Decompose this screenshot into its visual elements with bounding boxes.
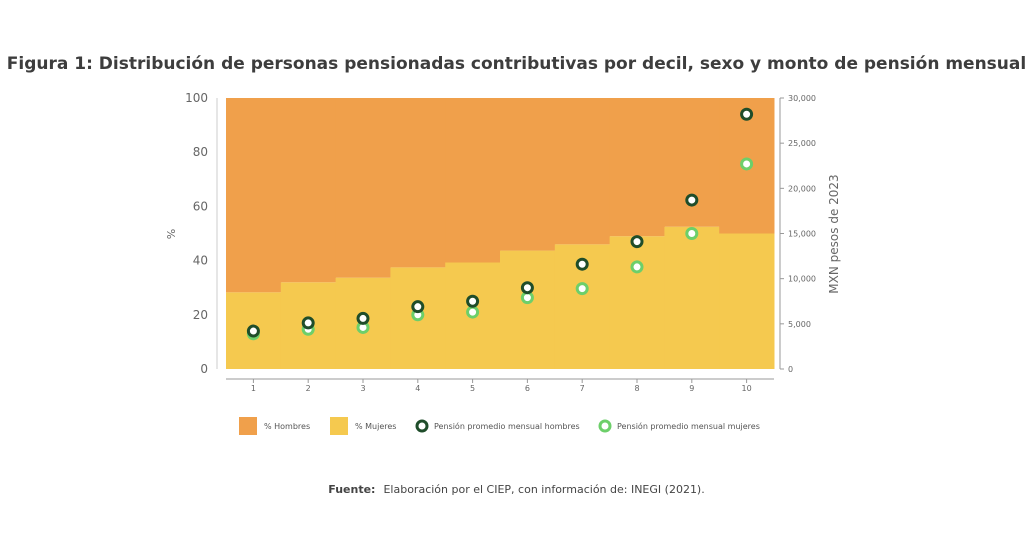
bar-hombres-4 — [390, 98, 446, 268]
bar-hombres-9 — [664, 98, 720, 227]
x-tick-label: 6 — [525, 384, 530, 393]
y2-tick-label: 25,000 — [788, 139, 816, 148]
point-pension-hombres-10 — [740, 107, 754, 121]
y-tick-label: 100 — [185, 91, 208, 105]
x-tick-label: 3 — [360, 384, 365, 393]
x-tick-label: 9 — [689, 384, 694, 393]
point-pension-mujeres-9 — [685, 227, 699, 240]
bar-mujeres-10 — [719, 233, 775, 369]
point-pension-hombres-2 — [301, 316, 315, 330]
point-pension-mujeres-5 — [466, 305, 480, 319]
legend-swatch-hombres — [239, 417, 257, 435]
bar-hombres-8 — [609, 98, 665, 237]
point-pension-hombres-8 — [630, 235, 644, 249]
point-pension-mujeres-10 — [740, 157, 754, 171]
legend-label-pension-mujeres: Pensión promedio mensual mujeres — [617, 421, 760, 431]
source-text: Elaboración por el CIEP, con información… — [383, 483, 705, 496]
bar-hombres-1 — [226, 98, 282, 293]
y-tick-label: 0 — [200, 362, 208, 376]
y2-tick-label: 5,000 — [788, 320, 811, 329]
bar-hombres-7 — [554, 98, 611, 245]
y-tick-label: 80 — [193, 145, 208, 159]
y-axis-title: % — [165, 229, 178, 239]
x-tick-label: 10 — [742, 384, 752, 393]
source-label: Fuente: — [328, 483, 376, 496]
point-pension-mujeres-8 — [630, 260, 644, 274]
point-pension-hombres-9 — [685, 193, 699, 207]
y2-tick-label: 20,000 — [788, 184, 816, 193]
figure-title: Figura 1: Distribución de personas pensi… — [6, 54, 1027, 74]
y2-axis-title: MXN pesos de 2023 — [827, 174, 841, 293]
y2-tick-label: 15,000 — [788, 230, 816, 239]
x-tick-label: 8 — [634, 384, 639, 393]
point-pension-hombres-4 — [411, 300, 425, 314]
bar-mujeres-6 — [500, 250, 556, 369]
bar-mujeres-8 — [609, 236, 665, 369]
y-tick-label: 20 — [193, 308, 208, 322]
y2-tick-label: 10,000 — [788, 275, 816, 284]
point-pension-hombres-7 — [575, 257, 589, 271]
point-pension-hombres-1 — [246, 324, 260, 338]
point-pension-hombres-6 — [520, 281, 534, 295]
x-tick-label: 7 — [580, 384, 585, 393]
point-pension-hombres-3 — [356, 311, 370, 325]
legend-swatch-mujeres — [330, 417, 348, 435]
legend-label-pension-hombres: Pensión promedio mensual hombres — [434, 421, 580, 431]
bar-mujeres-9 — [664, 226, 720, 369]
legend-marker-pension-hombres — [415, 419, 429, 433]
y-tick-label: 40 — [193, 254, 208, 268]
x-tick-label: 2 — [306, 384, 311, 393]
bar-hombres-5 — [445, 98, 501, 263]
y2-tick-label: 0 — [788, 365, 793, 374]
point-pension-hombres-5 — [466, 294, 480, 308]
bar-hombres-3 — [335, 98, 391, 278]
y2-tick-label: 30,000 — [788, 94, 816, 103]
x-tick-label: 1 — [251, 384, 256, 393]
source-note: Fuente: Elaboración por el CIEP, con info… — [0, 483, 1033, 496]
legend-label-hombres: % Hombres — [264, 422, 310, 431]
bar-hombres-6 — [500, 98, 556, 251]
legend-label-mujeres: % Mujeres — [355, 422, 396, 431]
x-tick-label: 5 — [470, 384, 475, 393]
legend-marker-pension-mujeres — [598, 419, 612, 433]
point-pension-mujeres-7 — [575, 282, 589, 296]
y-tick-label: 60 — [193, 199, 208, 213]
x-tick-label: 4 — [415, 384, 420, 393]
bar-hombres-2 — [280, 98, 337, 283]
